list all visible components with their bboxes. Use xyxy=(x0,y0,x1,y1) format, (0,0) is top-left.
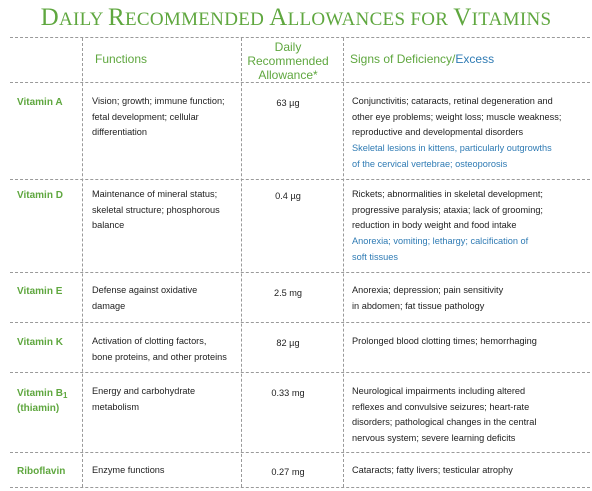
vitamin-name: Vitamin A xyxy=(17,97,63,108)
functions-cell: Activation of clotting factors, bone prot… xyxy=(92,336,227,362)
functions-cell: Energy and carbohydrate metabolism xyxy=(92,386,196,412)
functions-cell: Maintenance of mineral status; skeletal s… xyxy=(92,189,220,231)
header-allowance: Daily Recommended Allowance* xyxy=(247,40,329,82)
column-divider xyxy=(82,38,83,487)
table-top-border xyxy=(10,37,590,38)
row-divider xyxy=(10,452,590,453)
row-divider xyxy=(10,272,590,273)
signs-cell: Neurological impairments including alter… xyxy=(352,386,537,444)
header-signs: Signs of Deficiency/Excess xyxy=(350,52,495,66)
allowance-cell: 2.5 mg xyxy=(273,288,303,298)
signs-cell: Anorexia; depression; pain sensitivity in… xyxy=(352,285,504,311)
signs-cell: Rickets; abnormalities in skeletal devel… xyxy=(352,189,543,262)
functions-cell: Vision; growth; immune function; fetal de… xyxy=(92,96,225,138)
signs-cell: Cataracts; fatty livers; testicular atro… xyxy=(352,465,513,475)
row-divider xyxy=(10,179,590,180)
column-divider xyxy=(241,38,242,487)
vitamin-name: Vitamin K xyxy=(17,337,63,348)
allowance-cell: 0.4 µg xyxy=(275,191,301,201)
allowance-cell: 0.33 mg xyxy=(271,388,305,398)
row-divider xyxy=(10,322,590,323)
column-divider xyxy=(343,38,344,487)
row-divider xyxy=(10,372,590,373)
vitamin-name: Vitamin B1 (thiamin) xyxy=(17,388,68,414)
signs-cell: Conjunctivitis; cataracts, retinal degen… xyxy=(352,96,562,169)
page-title: DAILY RECOMMENDED ALLOWANCES FOR VITAMIN… xyxy=(40,4,552,31)
functions-cell: Enzyme functions xyxy=(92,465,165,475)
vitamin-name: Riboflavin xyxy=(17,466,66,477)
header-functions: Functions xyxy=(95,52,148,66)
functions-cell: Defense against oxidative damage xyxy=(92,285,198,311)
allowance-cell: 82 µg xyxy=(276,338,300,348)
vitamin-name: Vitamin D xyxy=(17,190,63,201)
signs-cell: Prolonged blood clotting times; hemorrha… xyxy=(352,336,537,346)
allowance-cell: 0.27 mg xyxy=(271,467,305,477)
allowance-cell: 63 µg xyxy=(276,98,300,108)
header-divider xyxy=(10,82,590,83)
vitamin-name: Vitamin E xyxy=(17,286,63,297)
table-bottom-border xyxy=(10,487,590,488)
